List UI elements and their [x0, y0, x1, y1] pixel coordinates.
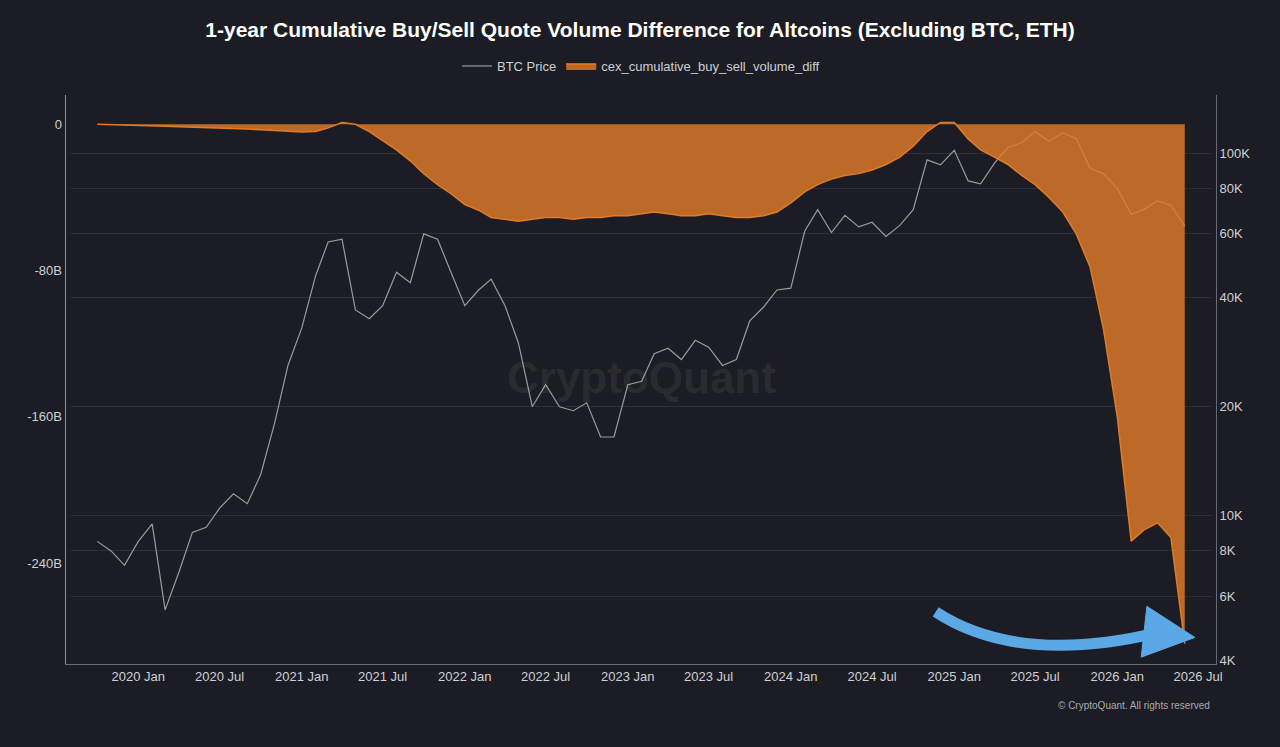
svg-text:2025 Jan: 2025 Jan: [928, 669, 982, 684]
svg-text:2020 Jul: 2020 Jul: [195, 669, 244, 684]
svg-text:BTC Price: BTC Price: [497, 59, 556, 74]
svg-text:2021 Jul: 2021 Jul: [358, 669, 407, 684]
svg-text:10K: 10K: [1220, 508, 1243, 523]
svg-text:-240B: -240B: [27, 556, 62, 571]
svg-text:40K: 40K: [1220, 290, 1243, 305]
svg-text:2026 Jul: 2026 Jul: [1174, 669, 1223, 684]
svg-text:0: 0: [55, 117, 62, 132]
svg-text:2024 Jul: 2024 Jul: [848, 669, 897, 684]
svg-text:6K: 6K: [1220, 589, 1236, 604]
svg-text:1-year Cumulative Buy/Sell Quo: 1-year Cumulative Buy/Sell Quote Volume …: [205, 18, 1074, 41]
svg-text:2023 Jan: 2023 Jan: [601, 669, 655, 684]
svg-text:60K: 60K: [1220, 226, 1243, 241]
svg-text:2025 Jul: 2025 Jul: [1011, 669, 1060, 684]
svg-text:80K: 80K: [1220, 181, 1243, 196]
svg-text:© CryptoQuant. All rights rese: © CryptoQuant. All rights reserved: [1058, 700, 1210, 711]
svg-text:cex_cumulative_buy_sell_volume: cex_cumulative_buy_sell_volume_diff: [601, 59, 819, 74]
svg-text:8K: 8K: [1220, 543, 1236, 558]
svg-text:2023 Jul: 2023 Jul: [684, 669, 733, 684]
svg-text:2021 Jan: 2021 Jan: [275, 669, 329, 684]
svg-text:-80B: -80B: [34, 263, 61, 278]
svg-text:-160B: -160B: [27, 409, 62, 424]
svg-text:4K: 4K: [1220, 653, 1236, 668]
svg-text:100K: 100K: [1220, 146, 1251, 161]
svg-text:2022 Jan: 2022 Jan: [438, 669, 492, 684]
svg-text:2024 Jan: 2024 Jan: [764, 669, 818, 684]
svg-text:20K: 20K: [1220, 399, 1243, 414]
svg-text:2020 Jan: 2020 Jan: [112, 669, 166, 684]
svg-text:2026 Jan: 2026 Jan: [1091, 669, 1145, 684]
svg-text:CryptoQuant: CryptoQuant: [507, 353, 776, 402]
svg-text:2022 Jul: 2022 Jul: [521, 669, 570, 684]
